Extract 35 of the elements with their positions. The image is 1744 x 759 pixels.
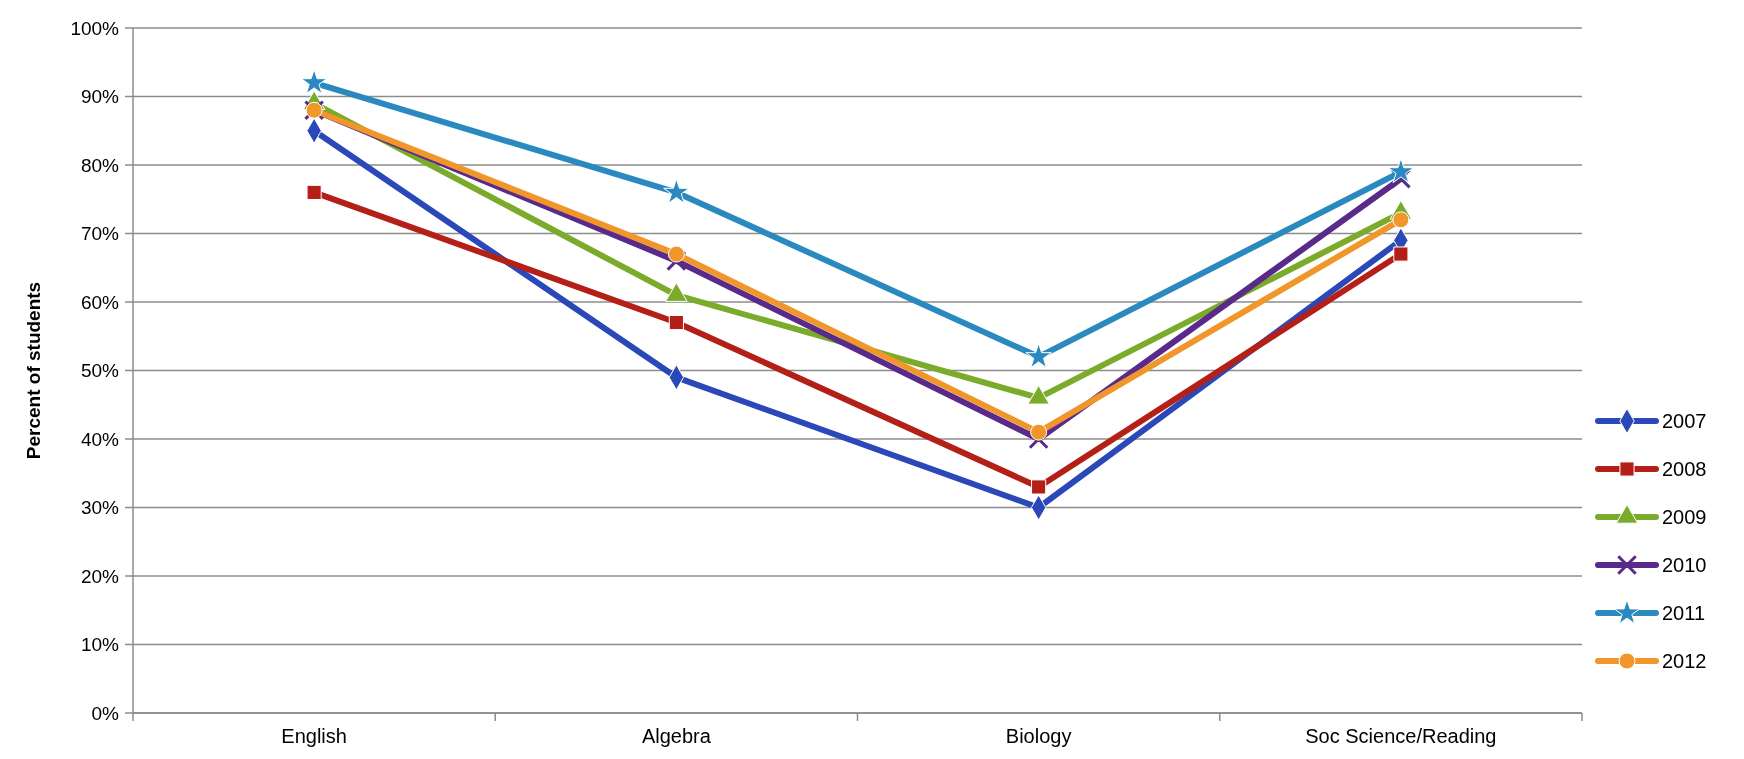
y-tick-label: 40%: [80, 428, 120, 450]
point: [300, 68, 328, 95]
y-tick-label: 20%: [80, 565, 120, 587]
legend-label: 2009: [1662, 506, 1707, 528]
point: [1392, 211, 1410, 229]
y-tick-label: 50%: [80, 360, 120, 382]
point: [306, 184, 322, 200]
point: [666, 250, 687, 272]
y-tick-label: 80%: [80, 154, 120, 176]
y-axis-title: Percent of students: [23, 281, 44, 460]
point: [667, 245, 685, 263]
y-tick-label: 100%: [70, 17, 120, 39]
point: [1387, 158, 1415, 184]
x-tick-label: Algebra: [641, 725, 712, 747]
legend-label: 2011: [1662, 602, 1706, 624]
x-tick-label: Soc Science/Reading: [1305, 725, 1497, 747]
point: [1028, 428, 1049, 450]
legend-label: 2008: [1662, 458, 1707, 480]
legend-label: 2007: [1662, 410, 1707, 432]
legend-label: 2012: [1662, 650, 1707, 672]
point: [668, 314, 684, 331]
point: [1025, 342, 1052, 369]
point: [1030, 423, 1048, 441]
point: [1031, 479, 1047, 495]
point: [663, 178, 690, 204]
y-tick-label: 60%: [80, 291, 120, 313]
y-tick-label: 10%: [80, 634, 120, 656]
y-tick-label: 90%: [80, 86, 120, 108]
y-tick-label: 0%: [91, 702, 120, 724]
x-tick-label: English: [281, 725, 347, 747]
y-tick-label: 30%: [80, 497, 120, 519]
point: [1393, 246, 1409, 262]
legend-label: 2010: [1662, 554, 1707, 576]
x-tick-label: Biology: [1005, 725, 1072, 747]
y-tick-label: 70%: [80, 223, 120, 245]
